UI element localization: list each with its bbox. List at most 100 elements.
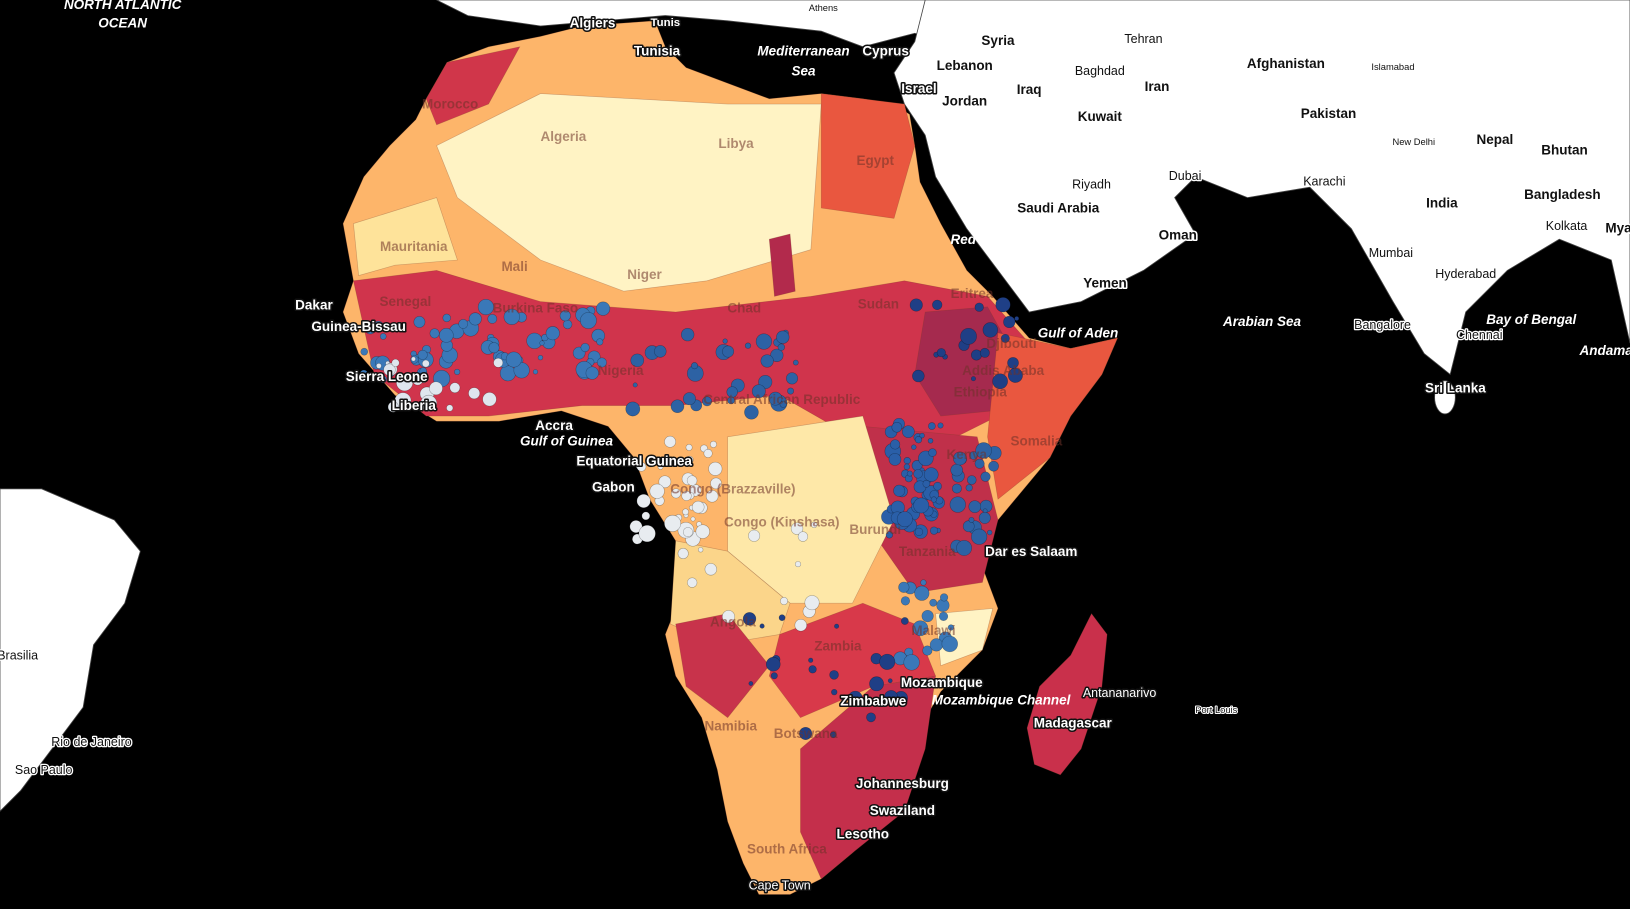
place-label: Iraq bbox=[1017, 82, 1042, 97]
landmasses bbox=[0, 0, 1630, 812]
population-dot bbox=[636, 461, 647, 472]
population-dot bbox=[987, 529, 993, 536]
place-label: Equatorial Guinea bbox=[576, 453, 692, 468]
population-dot bbox=[982, 322, 998, 338]
population-dot bbox=[657, 464, 664, 470]
population-dot bbox=[992, 373, 1008, 390]
population-dot bbox=[780, 597, 788, 606]
place-label: Gulf of Aden bbox=[1038, 325, 1118, 340]
place-label: Dar es Salaam bbox=[985, 544, 1077, 559]
place-label: Algeria bbox=[541, 129, 587, 144]
population-dot bbox=[914, 527, 924, 537]
population-dot bbox=[914, 585, 930, 601]
population-dot bbox=[922, 479, 931, 488]
population-dot bbox=[708, 461, 723, 476]
population-dot bbox=[744, 405, 759, 420]
population-dot bbox=[866, 712, 876, 723]
place-label: Mediterranean bbox=[757, 44, 849, 59]
population-dot bbox=[487, 313, 498, 324]
population-dot bbox=[970, 376, 976, 382]
population-dot bbox=[884, 690, 899, 705]
place-label: Arabian Sea bbox=[1222, 314, 1302, 329]
population-dot bbox=[847, 690, 863, 706]
place-label: Sao Paulo bbox=[15, 763, 73, 777]
population-dot bbox=[903, 463, 910, 470]
place-label: Sea bbox=[792, 63, 817, 78]
population-dot bbox=[939, 593, 949, 602]
population-dot bbox=[686, 475, 698, 486]
place-label: Karachi bbox=[1303, 174, 1345, 188]
place-label: Israel bbox=[901, 81, 936, 96]
place-label: Islamabad bbox=[1371, 62, 1414, 72]
population-dot bbox=[641, 511, 651, 521]
place-label: Iran bbox=[1145, 79, 1170, 94]
population-dot bbox=[956, 540, 972, 556]
place-label: Djibouti bbox=[986, 336, 1036, 351]
north-band bbox=[353, 197, 458, 277]
population-dot bbox=[537, 354, 544, 361]
place-label: Guinea-Bissau bbox=[311, 319, 406, 334]
population-dot bbox=[921, 610, 934, 623]
place-label: Dubai bbox=[1169, 169, 1202, 183]
population-dot bbox=[938, 611, 949, 621]
population-dot bbox=[887, 678, 893, 684]
population-dot bbox=[840, 694, 849, 702]
population-dot bbox=[580, 312, 597, 329]
place-label: Chennai bbox=[1456, 328, 1502, 342]
population-dot bbox=[834, 623, 840, 629]
place-label: Baghdad bbox=[1075, 64, 1125, 78]
population-dot bbox=[685, 455, 694, 464]
population-dot bbox=[911, 444, 917, 450]
population-dot bbox=[394, 392, 412, 410]
place-label: Senegal bbox=[380, 294, 432, 309]
place-label: Cyprus bbox=[862, 44, 909, 59]
population-dot bbox=[928, 422, 936, 430]
population-dot bbox=[900, 617, 909, 625]
place-label: Bhutan bbox=[1541, 142, 1587, 157]
place-label: Bangalore bbox=[1354, 318, 1411, 332]
population-dot bbox=[869, 676, 884, 692]
population-dot bbox=[951, 483, 962, 494]
place-label: Mozambique Channel bbox=[932, 693, 1071, 708]
population-dot bbox=[962, 520, 975, 533]
population-dot bbox=[909, 298, 923, 312]
population-dot bbox=[913, 469, 923, 479]
population-dot bbox=[960, 327, 977, 345]
population-dot bbox=[885, 531, 894, 539]
population-dot bbox=[687, 577, 698, 588]
place-label: Zimbabwe bbox=[840, 694, 906, 709]
population-dot bbox=[928, 448, 937, 457]
south-america bbox=[0, 488, 141, 812]
population-dot bbox=[376, 363, 382, 369]
population-dots bbox=[359, 297, 1023, 740]
population-dot bbox=[947, 624, 955, 631]
population-dot bbox=[458, 319, 469, 329]
population-dot bbox=[794, 619, 808, 632]
population-dot bbox=[671, 488, 682, 499]
population-dot bbox=[682, 508, 689, 516]
place-label: Cape Town bbox=[749, 878, 811, 892]
place-label: Ethiopia bbox=[954, 385, 1008, 400]
population-dot bbox=[929, 526, 939, 535]
population-dot bbox=[493, 357, 504, 368]
population-dot bbox=[748, 529, 761, 542]
asia bbox=[893, 0, 1630, 376]
population-dot bbox=[776, 330, 790, 344]
namibia bbox=[675, 613, 770, 719]
population-dot bbox=[545, 326, 560, 341]
population-dot bbox=[923, 467, 939, 482]
place-label: Rio de Janeiro bbox=[51, 735, 131, 749]
population-dot bbox=[968, 500, 982, 513]
population-dot bbox=[903, 654, 920, 671]
population-dot bbox=[901, 696, 908, 704]
population-dot bbox=[751, 384, 766, 399]
place-label: Burkina Faso bbox=[493, 300, 579, 315]
population-dot bbox=[670, 399, 685, 414]
population-dot bbox=[980, 471, 991, 482]
place-label: Congo (Kinshasa) bbox=[724, 515, 839, 530]
population-dot bbox=[760, 354, 774, 368]
population-dot bbox=[797, 531, 809, 542]
population-dot bbox=[379, 375, 387, 384]
population-dot bbox=[681, 327, 695, 342]
place-label: Accra bbox=[535, 418, 573, 433]
